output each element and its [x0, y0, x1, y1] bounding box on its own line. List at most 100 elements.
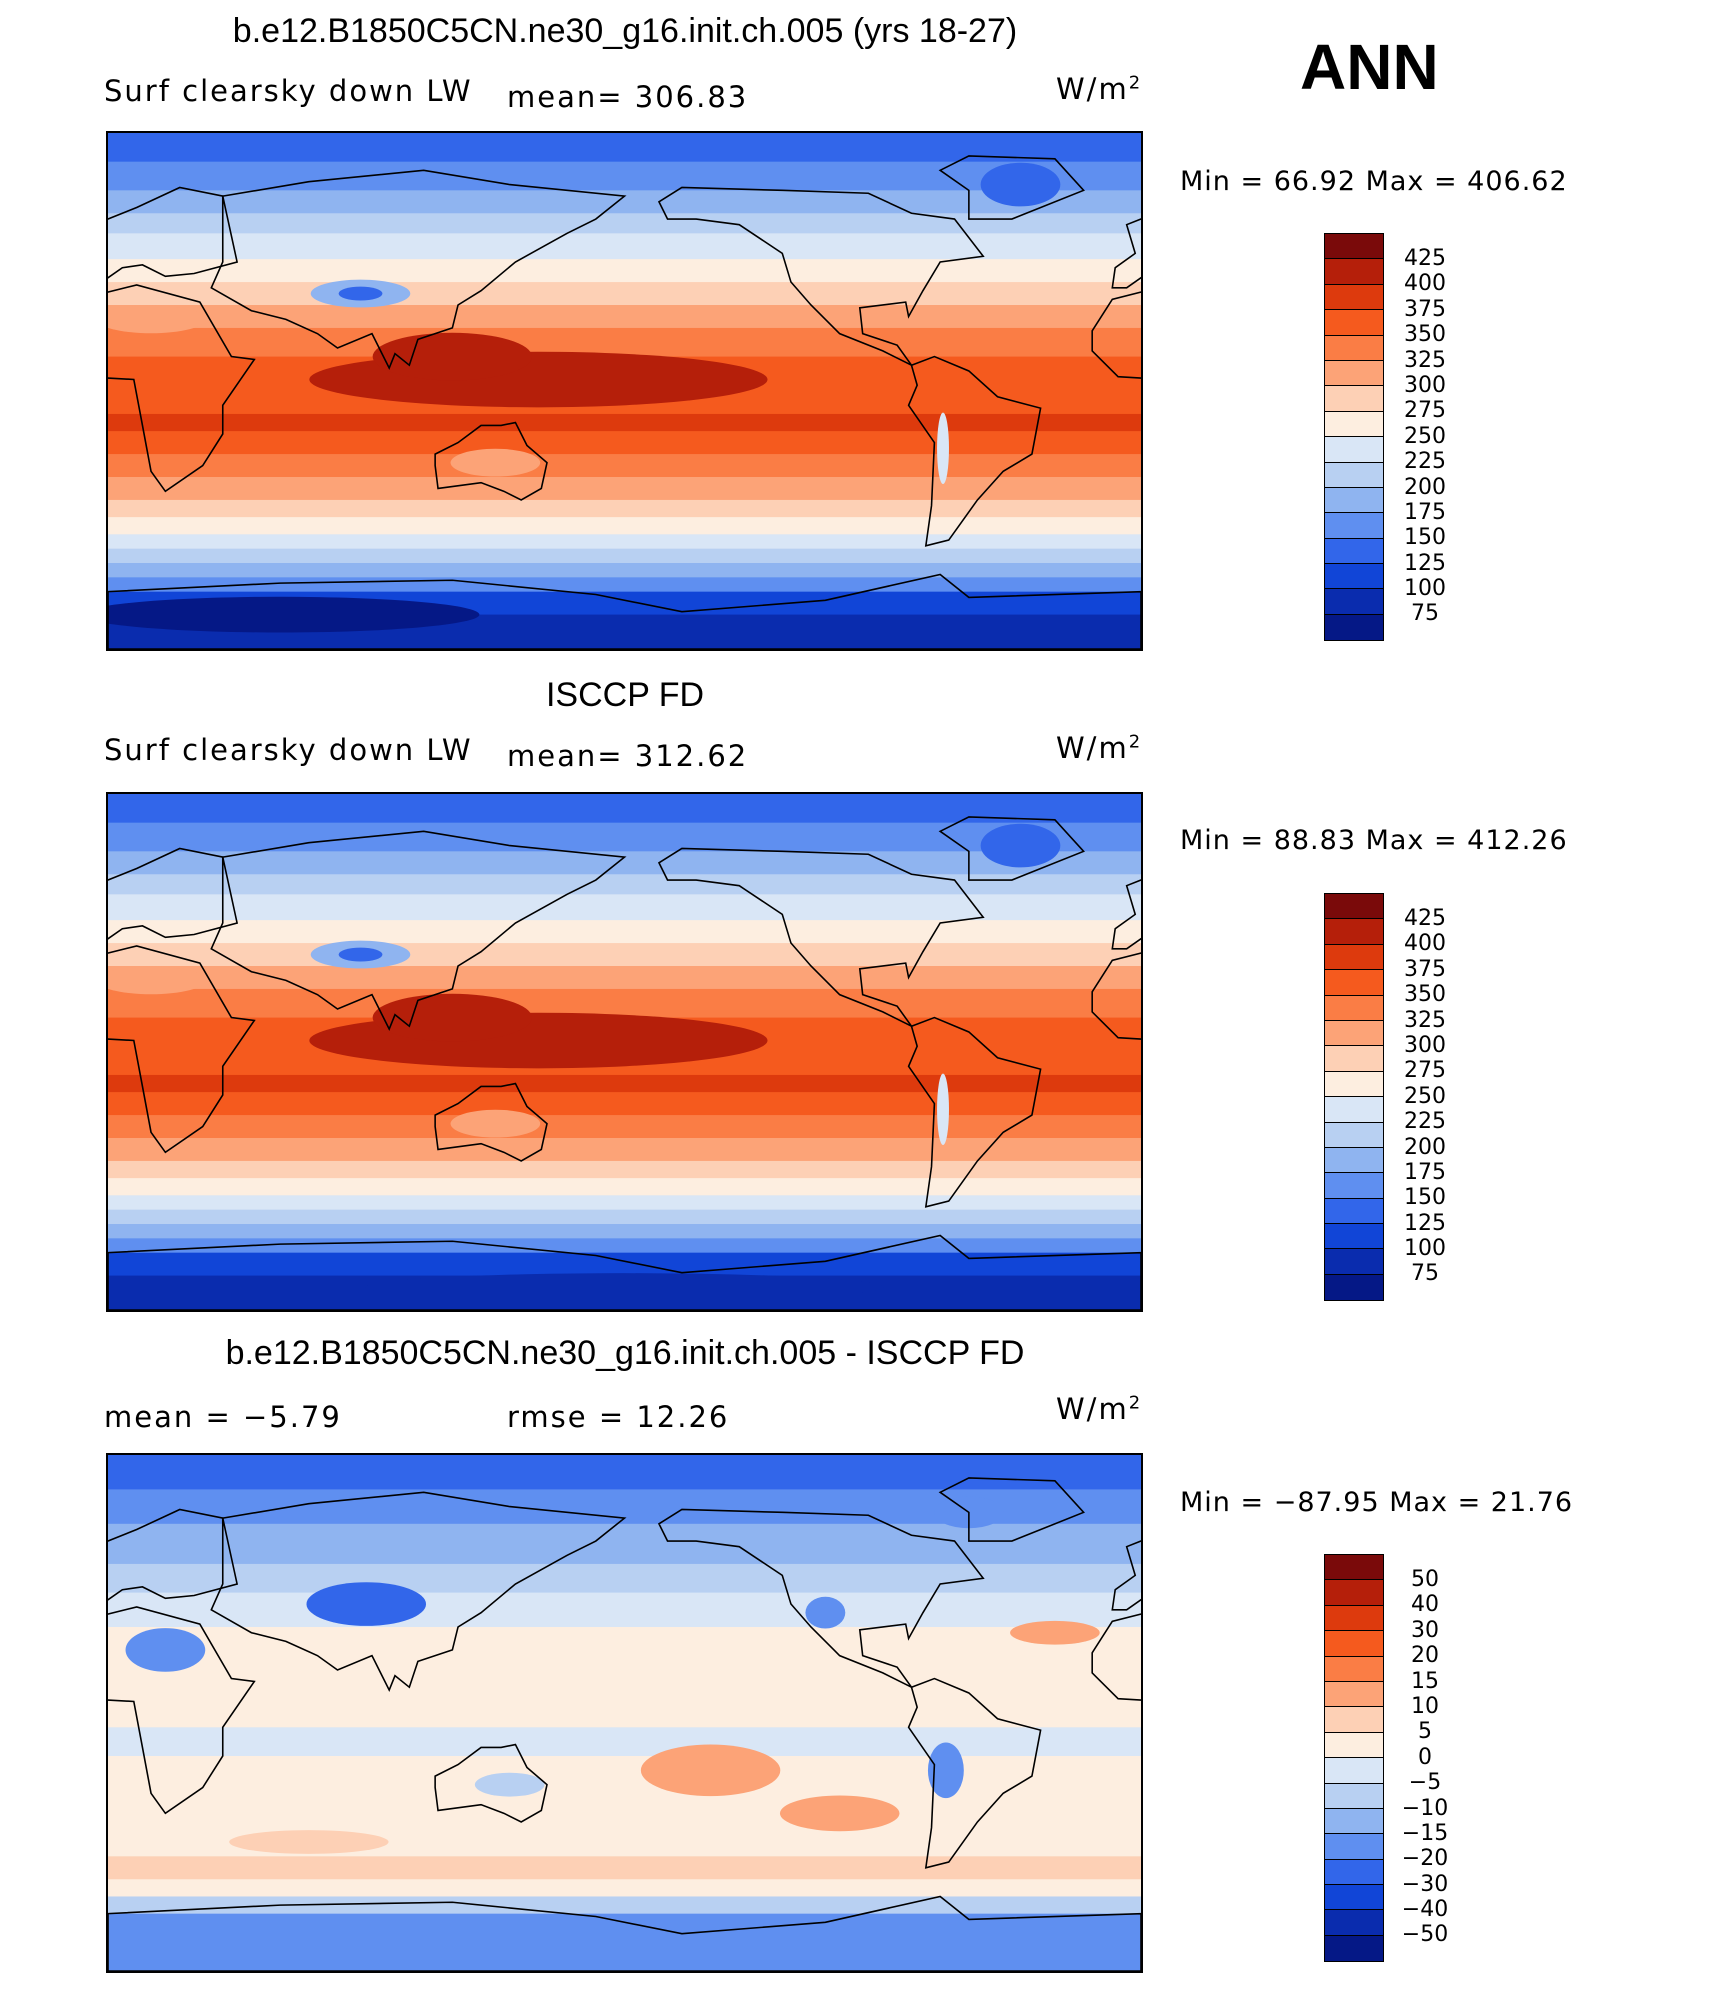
- colorbar-swatch: [1325, 1681, 1383, 1708]
- panel-1-map: [106, 131, 1143, 651]
- colorbar-label: 200: [1404, 1134, 1446, 1160]
- colorbar-label: 0: [1418, 1744, 1432, 1770]
- panel-1-colorbar: [1324, 233, 1384, 642]
- coastline-antarctica: [108, 573, 1141, 649]
- coastline-europe: [108, 186, 239, 279]
- map-band: [108, 1913, 1141, 1971]
- colorbar-swatch: [1325, 564, 1383, 590]
- map-band: [108, 190, 1141, 214]
- colorbar-label: 425: [1404, 246, 1446, 271]
- map-band: [108, 259, 1141, 283]
- coastline-samerica: [907, 1016, 1042, 1208]
- australia-cold: [474, 1772, 545, 1797]
- map-band: [108, 517, 1141, 535]
- panel-2-map: [106, 792, 1143, 1312]
- map-band: [108, 1209, 1141, 1225]
- colorbar-label: −5: [1408, 1770, 1442, 1796]
- coastline-europe-wrap: [1111, 218, 1141, 289]
- antarctic-core: [108, 596, 480, 633]
- sahara: [108, 305, 206, 334]
- colorbar-label: 100: [1404, 576, 1446, 602]
- colorbar-swatch: [1325, 1046, 1383, 1072]
- coastline-samerica: [907, 1677, 1042, 1869]
- colorbar-label: −30: [1401, 1871, 1449, 1897]
- colorbar-swatch: [1325, 1707, 1383, 1733]
- colorbar-swatch: [1325, 1020, 1383, 1047]
- colorbar-label: 350: [1404, 982, 1446, 1008]
- colorbar-swatch: [1325, 1097, 1383, 1123]
- colorbar-swatch: [1325, 538, 1383, 565]
- colorbar-swatch: [1325, 919, 1383, 945]
- panel-1-colorbar-labels: 425 400 375 350 325 300 275 250 225 200 175 150 125 1…: [1400, 246, 1450, 627]
- map-band: [108, 1138, 1141, 1162]
- south-pacific-warm: [779, 1795, 900, 1832]
- colorbar-label: 300: [1404, 1032, 1446, 1058]
- colorbar-swatch: [1325, 944, 1383, 971]
- colorbar-swatch: [1325, 995, 1383, 1021]
- colorbar-swatch: [1325, 1274, 1383, 1301]
- colorbar-label: 75: [1411, 1261, 1439, 1287]
- panel-2-units: W/m2: [1056, 731, 1143, 765]
- map-band: [108, 1523, 1141, 1565]
- coastline-antarctica: [108, 1234, 1141, 1310]
- colorbar-swatch: [1325, 894, 1383, 920]
- panel-3-map: [106, 1453, 1143, 1973]
- panel-1-title: b.e12.B1850C5CN.ne30_g16.init.ch.005 (yr…: [232, 12, 1018, 50]
- map-band: [108, 1178, 1141, 1196]
- colorbar-swatch: [1325, 970, 1383, 996]
- north-atlantic-warm: [1010, 1620, 1100, 1645]
- colorbar-swatch: [1325, 1198, 1383, 1225]
- colorbar-swatch: [1325, 1834, 1383, 1860]
- colorbar-swatch: [1325, 462, 1383, 488]
- colorbar-label: 425: [1404, 906, 1446, 931]
- season-label: ANN: [1300, 31, 1439, 103]
- colorbar-swatch: [1325, 1631, 1383, 1657]
- colorbar-label: 300: [1404, 372, 1446, 398]
- colorbar-label: 75: [1411, 601, 1439, 627]
- colorbar-label: 40: [1411, 1592, 1439, 1618]
- colorbar-label: 175: [1404, 499, 1446, 525]
- colorbar-label: 125: [1404, 550, 1446, 576]
- colorbar-swatch: [1325, 360, 1383, 387]
- map-band: [108, 966, 1141, 990]
- warm-pool-west: [372, 993, 533, 1042]
- map-band: [108, 1627, 1141, 1728]
- map-band: [108, 327, 1141, 358]
- panel-3-units: W/m2: [1056, 1392, 1143, 1426]
- colorbar-swatch: [1325, 513, 1383, 539]
- colorbar-swatch: [1325, 1147, 1383, 1174]
- map-band: [108, 548, 1141, 564]
- coastline-greenland: [938, 816, 1085, 881]
- map-band: [108, 213, 1141, 234]
- colorbar-label: 15: [1411, 1668, 1439, 1694]
- tibet-core: [338, 947, 383, 962]
- panel-3-minmax: Min = −87.95 Max = 21.76: [1180, 1487, 1574, 1518]
- panel-3-title: b.e12.B1850C5CN.ne30_g16.init.ch.005 - I…: [225, 1334, 1025, 1372]
- colorbar-swatch: [1325, 1808, 1383, 1835]
- colorbar-label: 5: [1418, 1719, 1432, 1745]
- panel-3-mean: mean = −5.79: [104, 1400, 342, 1434]
- map-band: [108, 1074, 1141, 1093]
- colorbar-label: 250: [1404, 1083, 1446, 1109]
- map-band: [108, 1856, 1141, 1880]
- colorbar-label: −15: [1401, 1820, 1449, 1846]
- coastline-europe: [108, 1508, 239, 1601]
- colorbar-label: 325: [1404, 1007, 1446, 1033]
- colorbar-label: 275: [1404, 398, 1446, 424]
- colorbar-label: 250: [1404, 423, 1446, 449]
- colorbar-swatch: [1325, 1122, 1383, 1148]
- colorbar-label: 150: [1404, 1185, 1446, 1211]
- map-band: [108, 282, 1141, 306]
- panel-2-colorbar: [1324, 893, 1384, 1302]
- antarctic-core: [365, 1273, 884, 1301]
- map-band: [108, 133, 1141, 163]
- map-band: [108, 534, 1141, 550]
- australia-interior: [450, 448, 541, 477]
- colorbar-label: 150: [1404, 525, 1446, 551]
- map-band: [108, 1195, 1141, 1211]
- map-band: [108, 1727, 1141, 1757]
- panel-1-variable: Surf clearsky down LW: [104, 74, 473, 108]
- coastline-africa: [108, 284, 256, 493]
- panel-3-colorbar: [1324, 1554, 1384, 1963]
- colorbar-swatch: [1325, 1071, 1383, 1098]
